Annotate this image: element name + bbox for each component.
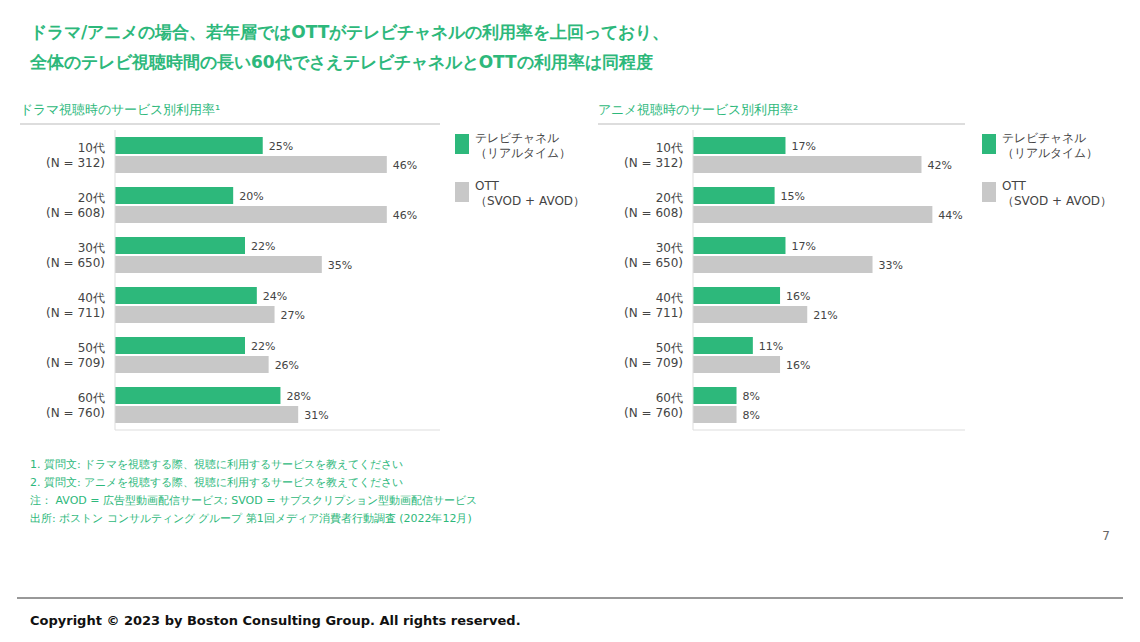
labels: 10代(N = 312) 17% 42% 20代(N = 608) 15% 44% 30代(…	[624, 140, 963, 422]
page: ドラマ/アニメの場合、若年層ではOTTがテレビチャネルの利用率を上回っており、全…	[0, 0, 1140, 642]
bar	[693, 306, 807, 323]
bar	[693, 237, 785, 254]
data-label: 27%	[281, 309, 305, 322]
y-axis-line	[115, 130, 116, 430]
y-tick-label: 50代(N = 709)	[624, 341, 683, 370]
y-tick-label: 60代(N = 760)	[46, 391, 105, 420]
y-axis-line	[693, 130, 694, 430]
page-number: 7	[1102, 529, 1110, 543]
data-label: 20%	[239, 190, 263, 203]
footnote: 1. 質問文: ドラマを視聴する際、視聴に利用するサービスを教えてください	[30, 458, 403, 471]
legend: テレビチャネル（リアルタイム） OTT（SVOD + AVOD）	[982, 131, 1112, 208]
title-rule	[598, 124, 965, 125]
bar	[115, 206, 387, 223]
bar	[693, 206, 932, 223]
bar	[693, 356, 780, 373]
bar	[693, 337, 753, 354]
bar	[693, 406, 737, 423]
data-label: 17%	[791, 140, 815, 153]
page-title: ドラマ/アニメの場合、若年層ではOTTがテレビチャネルの利用率を上回っており、	[30, 22, 669, 42]
data-label: 17%	[791, 240, 815, 253]
page-title: 全体のテレビ視聴時間の長い60代でさえテレビチャネルとOTTの利用率は同程度	[29, 52, 653, 72]
data-label: 22%	[251, 240, 275, 253]
legend-swatch	[455, 134, 469, 154]
bar	[115, 256, 322, 273]
y-tick-label: 30代(N = 650)	[46, 241, 105, 270]
data-label: 11%	[759, 340, 783, 353]
chart: アニメ視聴時のサービス別利用率² 10代(N = 312) 17% 42% 20代(N …	[598, 102, 1112, 430]
title-rule	[20, 124, 440, 125]
data-label: 31%	[304, 409, 328, 422]
bar	[115, 237, 245, 254]
x-axis-line	[115, 430, 440, 431]
bar	[115, 137, 263, 154]
bars	[115, 137, 387, 423]
data-label: 44%	[938, 209, 962, 222]
bar	[693, 387, 737, 404]
y-tick-label: 30代(N = 650)	[624, 241, 683, 270]
bar	[115, 356, 269, 373]
data-label: 28%	[286, 390, 310, 403]
y-tick-label: 50代(N = 709)	[46, 341, 105, 370]
legend-swatch	[982, 182, 996, 202]
labels: 10代(N = 312) 25% 46% 20代(N = 608) 20% 46% 30代(…	[46, 140, 417, 422]
bar	[115, 406, 298, 423]
data-label: 22%	[251, 340, 275, 353]
legend-label: OTT（SVOD + AVOD）	[475, 179, 585, 208]
footer-rule	[17, 598, 1123, 599]
legend-swatch	[982, 134, 996, 154]
x-axis-line	[693, 430, 965, 431]
bar	[115, 187, 233, 204]
data-label: 8%	[743, 409, 760, 422]
bar	[693, 256, 873, 273]
copyright: Copyright © 2023 by Boston Consulting Gr…	[30, 613, 521, 628]
data-label: 33%	[879, 259, 903, 272]
background	[0, 0, 1140, 642]
bars	[693, 137, 932, 423]
chart-title: ドラマ視聴時のサービス別利用率¹	[20, 102, 220, 117]
y-tick-label: 20代(N = 608)	[46, 191, 105, 220]
y-tick-label: 40代(N = 711)	[624, 291, 683, 320]
legend: テレビチャネル（リアルタイム） OTT（SVOD + AVOD）	[455, 131, 585, 208]
legend-label: テレビチャネル（リアルタイム）	[1002, 131, 1098, 160]
bar	[115, 156, 387, 173]
bar	[115, 306, 275, 323]
bar	[115, 337, 245, 354]
y-tick-label: 10代(N = 312)	[46, 141, 105, 170]
legend-label: OTT（SVOD + AVOD）	[1002, 179, 1112, 208]
footnote: 注： AVOD = 広告型動画配信サービス; SVOD = サブスクリプション型…	[30, 494, 477, 507]
data-label: 8%	[743, 390, 760, 403]
footnote: 出所: ボストン コンサルティング グループ 第1回メディア消費者行動調査 (2…	[30, 512, 472, 525]
data-label: 35%	[328, 259, 352, 272]
bar	[115, 287, 257, 304]
bar	[693, 156, 921, 173]
chart-title: アニメ視聴時のサービス別利用率²	[598, 102, 798, 117]
data-label: 42%	[927, 159, 951, 172]
legend-label: テレビチャネル（リアルタイム）	[475, 131, 571, 160]
chart: ドラマ視聴時のサービス別利用率¹ 10代(N = 312) 25% 46% 20代(N …	[20, 102, 585, 430]
bar	[693, 287, 780, 304]
y-tick-label: 20代(N = 608)	[624, 191, 683, 220]
data-label: 46%	[393, 159, 417, 172]
data-label: 24%	[263, 290, 287, 303]
y-tick-label: 60代(N = 760)	[624, 391, 683, 420]
data-label: 46%	[393, 209, 417, 222]
data-label: 25%	[269, 140, 293, 153]
data-label: 21%	[813, 309, 837, 322]
data-label: 26%	[275, 359, 299, 372]
y-tick-label: 10代(N = 312)	[624, 141, 683, 170]
bar	[693, 137, 785, 154]
data-label: 16%	[786, 290, 810, 303]
data-label: 15%	[781, 190, 805, 203]
bar	[115, 387, 280, 404]
bar	[693, 187, 775, 204]
data-label: 16%	[786, 359, 810, 372]
y-tick-label: 40代(N = 711)	[46, 291, 105, 320]
footnote: 2. 質問文: アニメを視聴する際、視聴に利用するサービスを教えてください	[30, 476, 403, 489]
legend-swatch	[455, 182, 469, 202]
